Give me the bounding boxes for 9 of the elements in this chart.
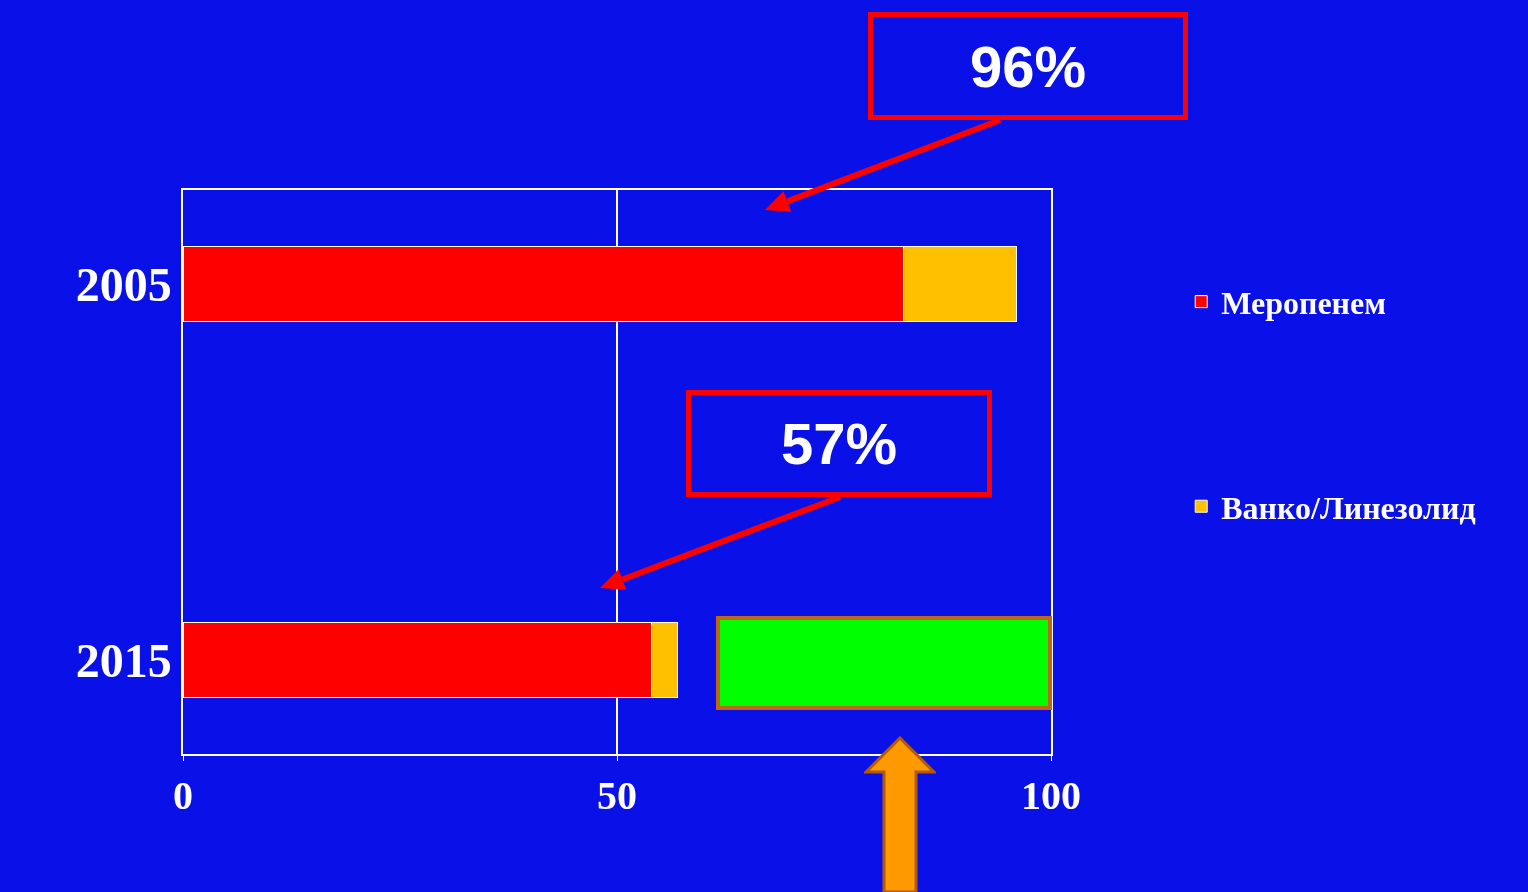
legend-label: Меропенем <box>1221 285 1387 322</box>
legend-label: Ванко/Линезолид <box>1221 489 1476 526</box>
x-tick-label: 50 <box>597 772 637 818</box>
y-tick-label: 2015 <box>75 633 172 687</box>
x-tick-label: 0 <box>173 772 193 818</box>
annotation: 57% <box>780 410 898 477</box>
y-tick-label: 2005 <box>75 257 172 311</box>
x-tick-label: 100 <box>1021 772 1081 818</box>
text: 96% <box>969 32 1087 100</box>
